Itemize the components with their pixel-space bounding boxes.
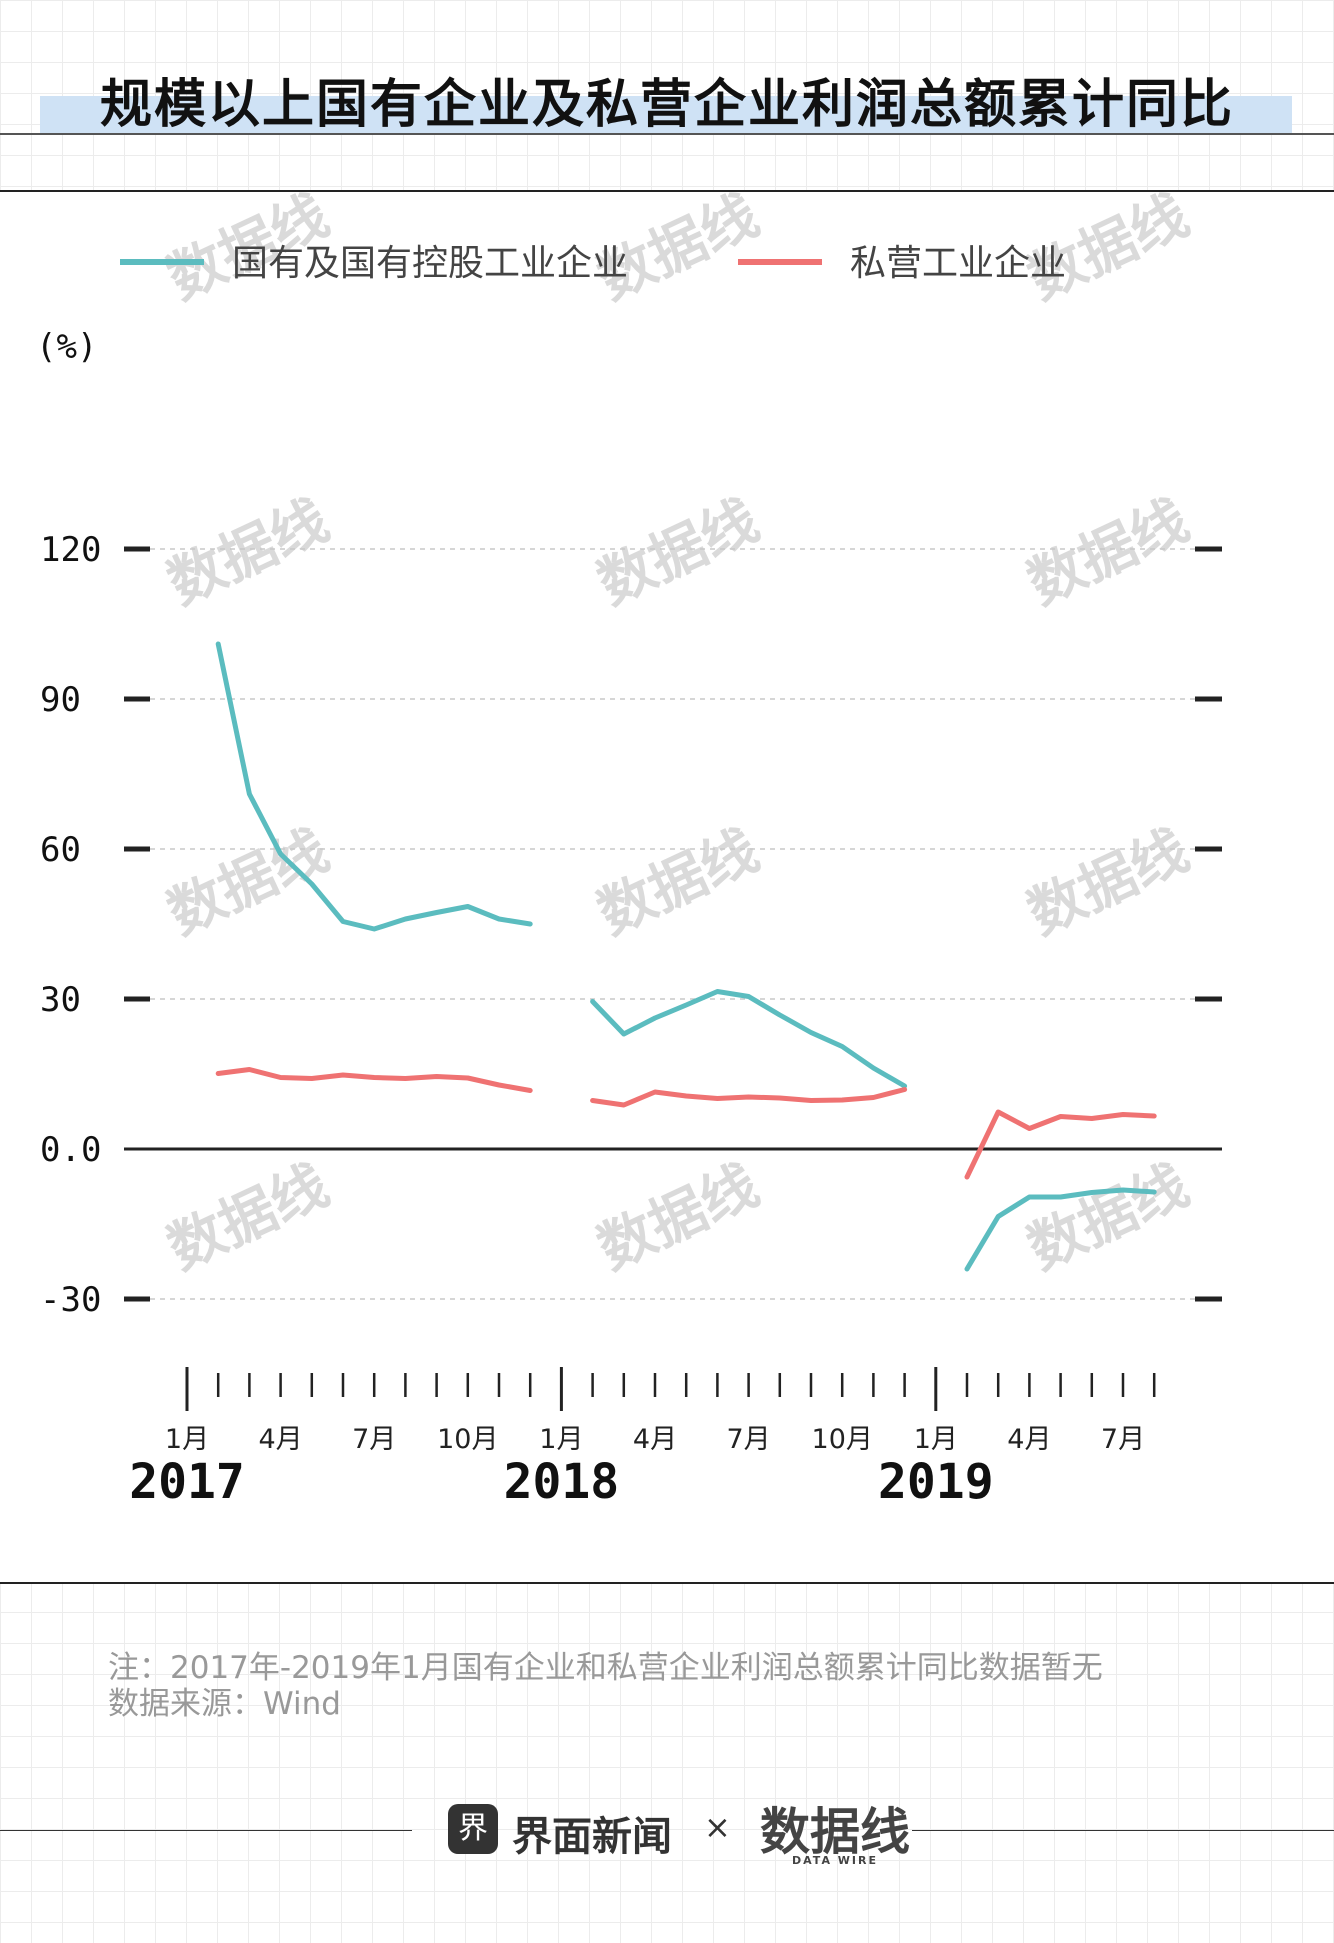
source-text: 数据来源：Wind: [108, 1686, 341, 1722]
footnote: 注：2017年-2019年1月国有企业和私营企业利润总额累计同比数据暂无 数据来…: [108, 1650, 1103, 1722]
y-tick-label: 30: [40, 980, 81, 1020]
legend-label-private: 私营工业企业: [850, 243, 1066, 284]
series-lines: [215, 641, 1157, 1272]
x-month-label: 7月: [1101, 1424, 1145, 1455]
footer-rule-left: [0, 1830, 412, 1831]
footer: 界 界面新闻 × 数据线 DATA WIRE: [0, 1790, 1334, 1870]
title-rule: [0, 133, 1334, 135]
partner-logo: 数据线: [760, 1802, 910, 1861]
series-line-soe: [590, 989, 908, 1089]
y-tick-label: 120: [40, 530, 101, 570]
watermark-text: 数据线: [588, 487, 768, 618]
x-month-label: 1月: [914, 1424, 958, 1455]
legend: 国有及国有控股工业企业 私营工业企业: [120, 243, 1066, 284]
series-line-private: [215, 1067, 533, 1093]
watermark-text: 数据线: [1018, 817, 1198, 948]
watermark-text: 数据线: [588, 817, 768, 948]
x-axis: 1月 4月 7月 10月 1月 4月 7月 10月 1月 4月 7月 2017 2018 2019: [129, 1367, 1156, 1510]
footer-separator: ×: [704, 1808, 731, 1846]
x-month-label: 7月: [727, 1424, 771, 1455]
x-month-label: 4月: [1007, 1424, 1051, 1455]
x-month-label: 4月: [259, 1424, 303, 1455]
chart-panel: [0, 190, 1334, 1584]
watermark-text: 数据线: [588, 1152, 768, 1283]
brand-name: 界面新闻: [512, 1814, 672, 1860]
x-month-label: 10月: [812, 1424, 873, 1455]
x-year-label: 2017: [129, 1454, 245, 1510]
x-month-label: 7月: [352, 1424, 396, 1455]
y-ticks: -30 0.0 30 60 90 120: [40, 530, 1222, 1320]
y-tick-label: 60: [40, 830, 81, 870]
watermark-text: 数据线: [158, 1152, 338, 1283]
y-tick-label: 0.0: [40, 1130, 101, 1170]
brand-logo-icon: 界: [448, 1804, 498, 1854]
x-month-label: 1月: [165, 1424, 209, 1455]
y-tick-label: -30: [40, 1280, 101, 1320]
watermark-text: 数据线: [158, 487, 338, 618]
note-text: 注：2017年-2019年1月国有企业和私营企业利润总额累计同比数据暂无: [108, 1650, 1103, 1686]
y-tick-label: 90: [40, 680, 81, 720]
series-line-private: [964, 1109, 1157, 1180]
x-month-label: 1月: [539, 1424, 583, 1455]
series-line-soe: [964, 1187, 1157, 1272]
page-title: 规模以上国有企业及私营企业利润总额累计同比: [99, 75, 1234, 135]
partner-logo-sub: DATA WIRE: [792, 1854, 878, 1867]
legend-label-soe: 国有及国有控股工业企业: [232, 243, 628, 284]
gridlines: [124, 548, 1222, 1300]
series-line-private: [590, 1087, 908, 1108]
x-month-label: 10月: [437, 1424, 498, 1455]
watermark-text: 数据线: [1018, 487, 1198, 618]
footer-rule-right: [912, 1830, 1334, 1831]
y-axis-unit: (%): [36, 327, 97, 367]
series-line-soe: [215, 641, 533, 932]
x-year-label: 2018: [504, 1454, 620, 1510]
title-highlight-band: [40, 96, 1292, 134]
watermark-text: 数据线: [1018, 1152, 1198, 1283]
x-month-label: 4月: [633, 1424, 677, 1455]
x-year-label: 2019: [878, 1454, 994, 1510]
